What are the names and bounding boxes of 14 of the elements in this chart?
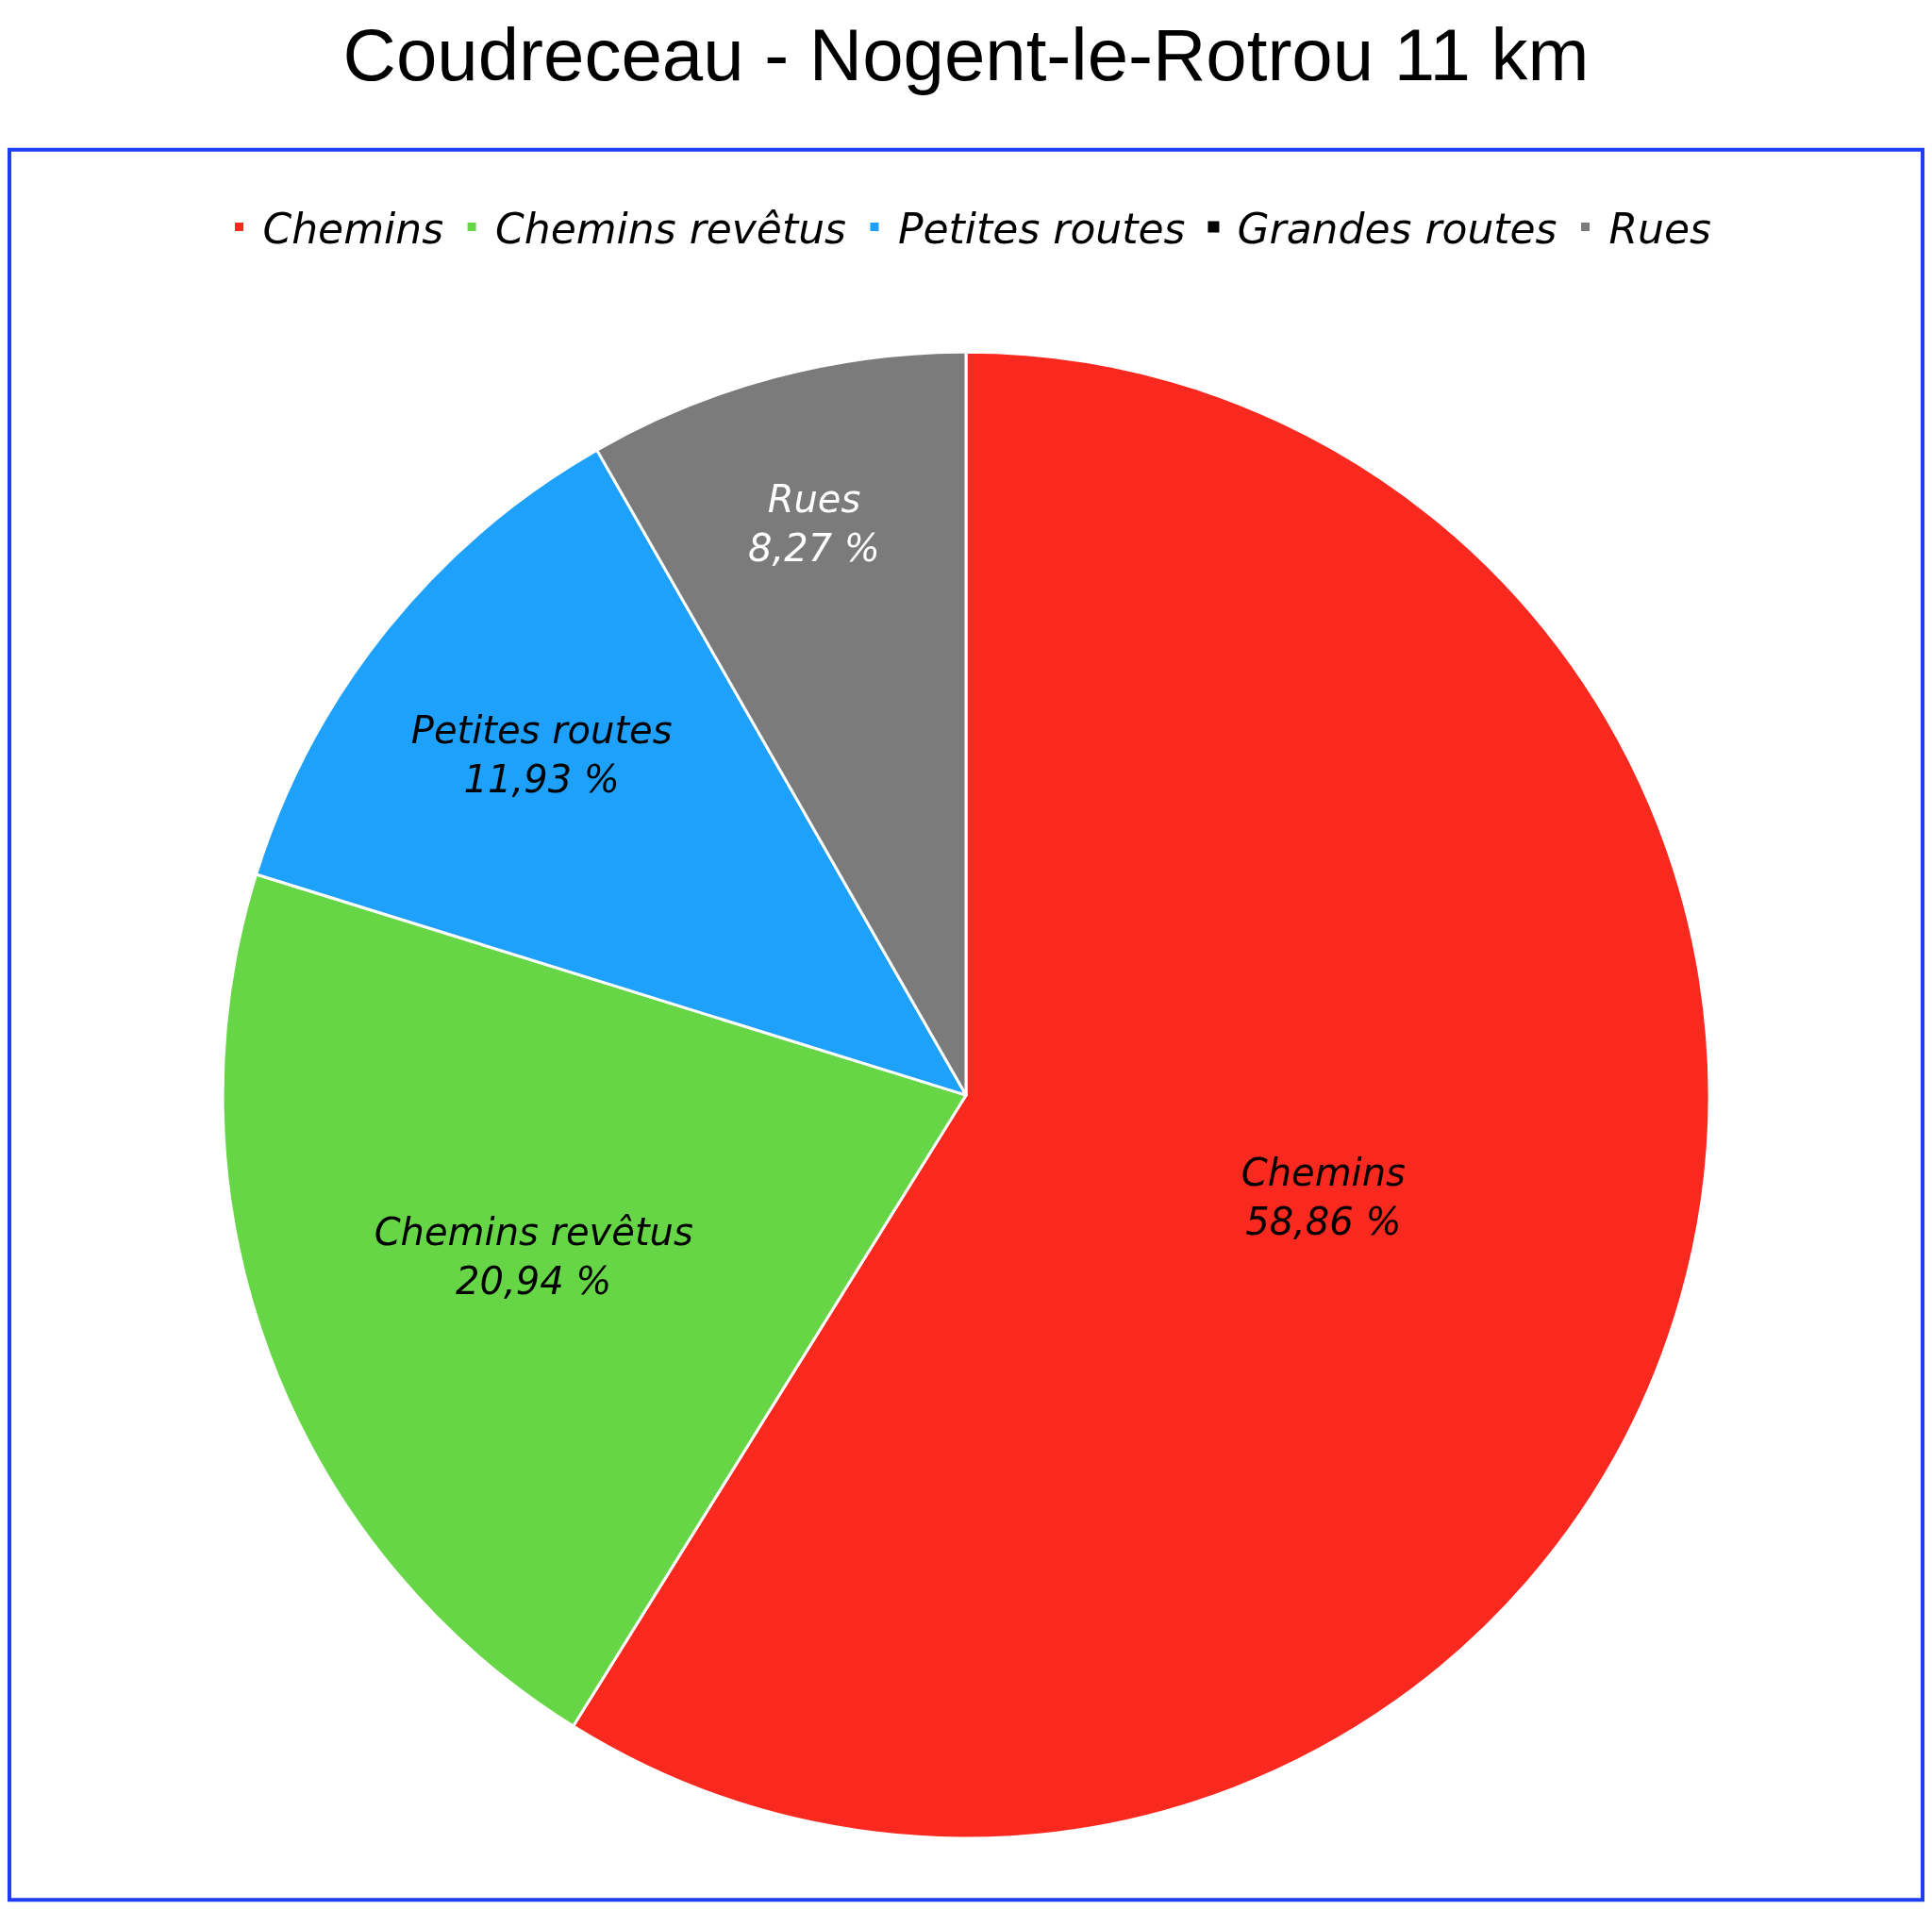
slice-label: Petites routes <box>410 708 673 753</box>
data-label: 8,27 % <box>748 526 880 571</box>
slice-label: Rues <box>767 477 861 522</box>
legend-label: Chemins revêtus <box>495 204 846 253</box>
legend-label: Petites routes <box>897 204 1186 253</box>
slice-label: Chemins revêtus <box>374 1209 693 1254</box>
legend-label: Rues <box>1608 204 1711 253</box>
legend-label: Chemins <box>262 204 444 253</box>
legend-label: Grandes routes <box>1237 204 1557 253</box>
data-label: 11,93 % <box>463 757 620 802</box>
data-label: 58,86 % <box>1245 1200 1402 1244</box>
slice-label: Chemins <box>1241 1151 1406 1195</box>
chart-title: Coudreceau - Nogent-le-Rotrou 11 km <box>342 12 1590 96</box>
data-label: 20,94 % <box>456 1258 612 1303</box>
